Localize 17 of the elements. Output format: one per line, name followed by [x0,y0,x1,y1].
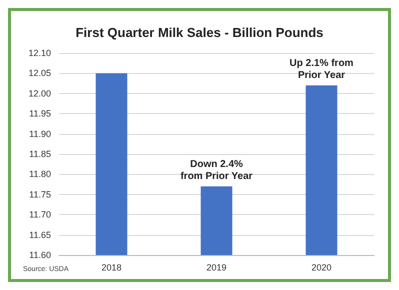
y-tick-label: 12.10 [28,48,51,58]
annotation: Up 2.1% from Prior Year [290,58,354,81]
y-tick-label: 11.80 [29,169,51,180]
y-tick-label: 11.65 [29,230,51,240]
y-tick-label: 11.75 [29,189,51,200]
y-tick-label: 12.00 [28,88,51,98]
y-tick-label: 11.60 [29,250,51,260]
x-tick-label: 2019 [206,262,227,272]
chart-title: First Quarter Milk Sales - Billion Pounds [76,25,324,40]
x-tick-label: 2018 [101,262,122,272]
annotation: Down 2.4% from Prior Year [180,158,253,182]
y-tick-label: 12.05 [28,68,51,78]
y-tick-label: 11.95 [29,108,51,119]
y-tick-label: 11.70 [29,210,51,220]
y-tick-label: 11.85 [29,149,51,159]
y-tick-label: 11.90 [29,128,51,139]
x-tick-label: 2020 [311,262,332,272]
